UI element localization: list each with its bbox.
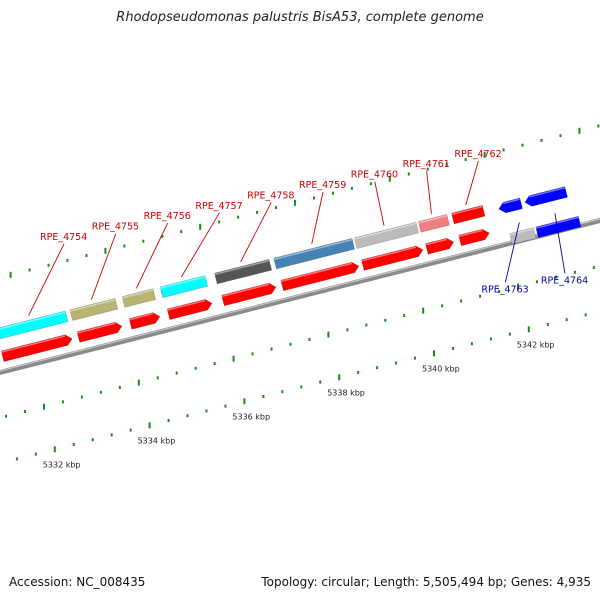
gene-bar-rpe_4762-highlight xyxy=(451,205,483,216)
gene-bar-rpe_4763-highlight xyxy=(509,228,534,236)
gene-leader-line xyxy=(181,212,220,278)
cds-arrow-rpe_4759-highlight xyxy=(280,262,353,283)
gene-bar-rpe_4758[interactable] xyxy=(214,259,273,285)
gene-label: RPE_4762 xyxy=(454,149,501,160)
gene-label: RPE_4757 xyxy=(195,201,242,212)
gene-bar-rpe_4754[interactable] xyxy=(0,310,69,340)
gene-bar-rpe_4761-highlight xyxy=(418,214,447,224)
cds-arrow-rpe_4760-highlight xyxy=(361,246,417,262)
tick-label: 5340 kbp xyxy=(422,364,460,373)
gene-bar-rpe_4761[interactable] xyxy=(417,214,450,233)
gene-bar-rpe_4758-highlight xyxy=(214,259,270,276)
gene-bar-rpe_4763[interactable] xyxy=(509,227,537,245)
cds-arrow-rpe_4755[interactable] xyxy=(76,321,123,343)
cds-arrow-rpe_4762-highlight xyxy=(458,229,483,238)
gene-leader-line xyxy=(311,191,324,245)
gene-bar-rpe_4764-highlight xyxy=(535,216,579,229)
tick-label: 5342 kbp xyxy=(517,340,555,349)
cds-arrow-rpe_4764[interactable] xyxy=(524,186,568,207)
gene-label: RPE_4759 xyxy=(299,180,346,191)
gene-label: RPE_4760 xyxy=(351,170,398,181)
gene-bar-rpe_4762[interactable] xyxy=(451,205,486,225)
cds-arrow-rpe_4761-highlight xyxy=(425,238,447,246)
tick-layer xyxy=(5,124,600,461)
map-title: Rhodopseudomonas palustris BisA53, compl… xyxy=(116,10,484,25)
gene-bar-rpe_4754-highlight xyxy=(0,311,66,330)
gene-leader-line xyxy=(28,243,65,316)
gene-label: RPE_4755 xyxy=(92,222,139,233)
gene-bar-rpe_4757[interactable] xyxy=(159,275,209,299)
gene-leader-line xyxy=(135,223,169,289)
gene-leader-line xyxy=(374,181,385,226)
gene-label: RPE_4764 xyxy=(541,275,588,286)
gene-bar-rpe_4755-highlight xyxy=(69,298,116,312)
gene-label: RPE_4758 xyxy=(247,190,294,201)
cds-arrow-rpe_4763-highlight xyxy=(502,198,520,205)
gene-label: RPE_4761 xyxy=(403,159,450,170)
tick-label: 5332 kbp xyxy=(43,460,81,469)
accession-text: Accession: NC_008435 xyxy=(9,575,146,589)
gene-bar-rpe_4756[interactable] xyxy=(121,288,156,308)
gene-bar-rpe_4760[interactable] xyxy=(353,221,419,249)
genome-backbone xyxy=(0,217,600,375)
gene-leader-line xyxy=(90,233,117,300)
gene-leader-line xyxy=(240,202,272,263)
cds-arrow-rpe_4756-highlight xyxy=(128,313,154,321)
cds-arrow-rpe_4760[interactable] xyxy=(361,245,424,271)
cds-arrow-rpe_4761[interactable] xyxy=(425,237,455,255)
cds-arrow-rpe_4759[interactable] xyxy=(280,261,360,292)
tick-label: 5336 kbp xyxy=(232,412,270,421)
label-layer: 5332 kbp 5334 kbp 5336 kbp 5338 kbp 5340 kbp… xyxy=(28,149,588,469)
cds-arrow-rpe_4763[interactable] xyxy=(498,197,523,214)
gene-leader-line xyxy=(554,213,566,274)
cds-arrow-rpe_4758[interactable] xyxy=(221,282,277,307)
gene-bar-rpe_4759-highlight xyxy=(273,238,353,261)
cds-arrow-rpe_4754-highlight xyxy=(0,335,66,353)
cds-arrow-rpe_4757-highlight xyxy=(166,299,206,311)
gene-bar-rpe_4755[interactable] xyxy=(69,298,119,321)
gene-label: RPE_4756 xyxy=(144,211,191,222)
tick-label: 5334 kbp xyxy=(138,436,176,445)
gene-bar-rpe_4759[interactable] xyxy=(273,238,356,270)
gene-leader-line xyxy=(504,222,520,283)
gene-leader-line xyxy=(465,160,479,206)
gene-leader-line xyxy=(426,171,432,214)
feature-layer xyxy=(0,186,582,362)
cds-arrow-rpe_4754[interactable] xyxy=(0,334,73,362)
tick-label: 5338 kbp xyxy=(327,388,365,397)
cds-arrow-rpe_4757[interactable] xyxy=(166,299,213,320)
cds-arrow-rpe_4762[interactable] xyxy=(458,228,490,247)
gene-bar-rpe_4757-highlight xyxy=(159,276,206,289)
axis-layer xyxy=(0,217,600,375)
cds-arrow-rpe_4756[interactable] xyxy=(128,312,161,330)
gene-bar-rpe_4756-highlight xyxy=(121,289,154,299)
cds-arrow-rpe_4764-highlight xyxy=(529,187,565,198)
cds-arrow-rpe_4755-highlight xyxy=(76,322,116,334)
gene-bar-rpe_4764[interactable] xyxy=(535,215,582,238)
gene-label: RPE_4763 xyxy=(481,284,528,295)
genome-summary-text: Topology: circular; Length: 5,505,494 bp… xyxy=(261,575,591,589)
gene-bar-rpe_4760-highlight xyxy=(354,222,417,240)
gene-label: RPE_4754 xyxy=(40,232,87,243)
cds-arrow-rpe_4758-highlight xyxy=(221,283,270,298)
